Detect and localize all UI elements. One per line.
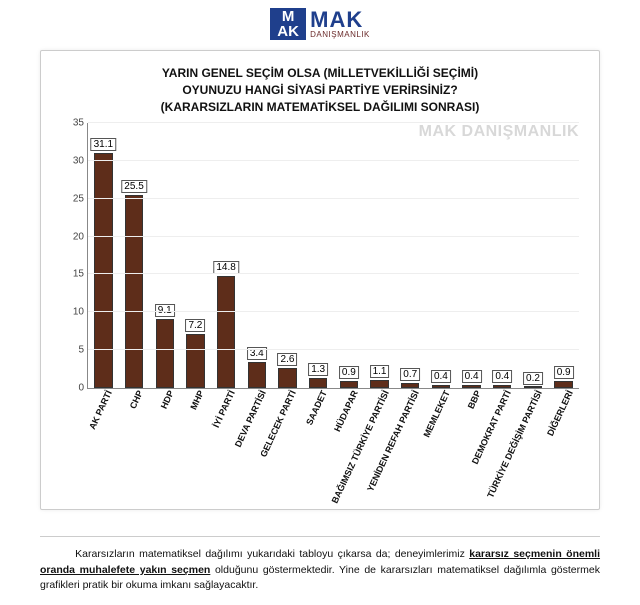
footnote-pre: Kararsızların matematiksel dağılımı yuka…	[75, 548, 469, 560]
chart-bar	[432, 385, 450, 388]
chart-x-label: CHP	[128, 389, 145, 410]
chart-bar	[554, 381, 572, 388]
chart-bar	[462, 385, 480, 388]
footnote: Kararsızların matematiksel dağılımı yuka…	[40, 547, 600, 593]
chart-value-label: 0.7	[400, 368, 420, 381]
page-root: { "logo": { "box_text": "M\nAK", "main":…	[0, 0, 640, 605]
chart-x-label: TÜRKİYE DEĞİŞİM PARTİSİ	[485, 389, 544, 500]
chart-title-line-3: (KARARSIZLARIN MATEMATİKSEL DAĞILIMI SON…	[41, 99, 599, 116]
chart-title: YARIN GENEL SEÇİM OLSA (MİLLETVEKİLLİĞİ …	[41, 65, 599, 115]
chart-gridline	[88, 160, 579, 161]
chart-bar	[524, 386, 542, 388]
chart-ytick: 15	[58, 269, 84, 280]
chart-x-label: HDP	[158, 389, 175, 410]
logo-main: MAK	[310, 9, 363, 31]
chart-x-label: MHP	[189, 389, 207, 411]
chart-x-label: DİĞERLERİ	[545, 389, 575, 438]
divider	[40, 536, 600, 537]
logo: MAK MAK DANIŞMANLIK	[0, 0, 640, 40]
chart-ytick: 30	[58, 155, 84, 166]
chart-bar	[94, 153, 112, 388]
chart-bar	[493, 385, 511, 388]
chart-x-label: HÜDAPAR	[332, 389, 360, 433]
chart-x-label: SAADET	[304, 389, 329, 427]
chart-bar	[248, 362, 266, 388]
chart-x-label: BBP	[465, 389, 482, 410]
chart-bar	[156, 319, 174, 388]
chart-value-label: 0.9	[339, 366, 359, 379]
chart-ytick: 20	[58, 231, 84, 242]
chart-value-label: 1.3	[308, 363, 328, 376]
logo-mark: MAK	[270, 8, 306, 40]
chart-bar	[186, 334, 204, 389]
chart-bar	[309, 378, 327, 388]
logo-mark-text: MAK	[277, 9, 299, 39]
chart-ytick: 5	[58, 345, 84, 356]
chart-title-line-2: OYUNUZU HANGİ SİYASİ PARTİYE VERİRSİNİZ?	[41, 82, 599, 99]
chart-bar	[125, 195, 143, 388]
logo-inner: MAK MAK DANIŞMANLIK	[270, 8, 370, 40]
chart-bar	[370, 380, 388, 388]
chart-bar	[340, 381, 358, 388]
chart-title-line-1: YARIN GENEL SEÇİM OLSA (MİLLETVEKİLLİĞİ …	[41, 65, 599, 82]
chart-gridline	[88, 198, 579, 199]
chart-card: YARIN GENEL SEÇİM OLSA (MİLLETVEKİLLİĞİ …	[40, 50, 600, 510]
chart-value-label: 0.2	[523, 372, 543, 385]
chart-bar	[217, 276, 235, 388]
chart-gridline	[88, 236, 579, 237]
chart-x-label: BAĞIMSIZ TÜRKİYE PARTİSİ	[329, 389, 390, 505]
chart-value-label: 0.4	[431, 370, 451, 383]
chart-value-label: 2.6	[278, 353, 298, 366]
chart-ytick: 0	[58, 383, 84, 394]
chart-value-label: 0.4	[462, 370, 482, 383]
chart-ytick: 25	[58, 193, 84, 204]
chart-value-label: 7.2	[185, 319, 205, 332]
chart-bar	[278, 368, 296, 388]
chart-value-label: 14.8	[213, 261, 238, 274]
logo-text: MAK DANIŞMANLIK	[310, 9, 370, 39]
chart-gridline	[88, 122, 579, 123]
chart-value-label: 0.9	[554, 366, 574, 379]
chart-x-label: DEVA PARTİSİ	[233, 389, 268, 449]
chart-value-label: 25.5	[121, 180, 146, 193]
chart-bar	[401, 383, 419, 388]
chart-gridline	[88, 273, 579, 274]
chart-ytick: 10	[58, 307, 84, 318]
chart-plot-area: 31.1AK PARTİ25.5CHP9.1HDP7.2MHP14.8İYİ P…	[87, 123, 579, 389]
chart-x-label: MEMLEKET	[421, 389, 451, 439]
chart-value-label: 1.1	[370, 365, 390, 378]
chart-gridline	[88, 311, 579, 312]
chart-gridline	[88, 349, 579, 350]
chart-value-label: 31.1	[91, 138, 116, 151]
chart-ytick: 35	[58, 118, 84, 129]
chart-value-label: 0.4	[492, 370, 512, 383]
chart-x-label: AK PARTİ	[87, 389, 114, 431]
logo-sub: DANIŞMANLIK	[310, 31, 370, 39]
chart-x-label: İYİ PARTİ	[211, 389, 237, 429]
